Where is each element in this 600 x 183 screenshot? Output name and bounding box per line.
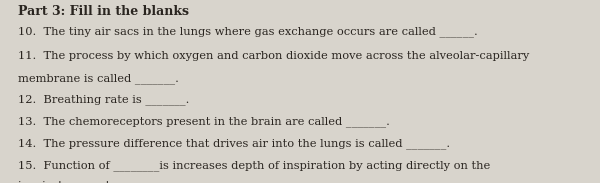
- Text: 13.  The chemoreceptors present in the brain are called _______.: 13. The chemoreceptors present in the br…: [18, 116, 390, 127]
- Text: Part 3: Fill in the blanks: Part 3: Fill in the blanks: [18, 5, 189, 18]
- Text: 15.  Function of ________is increases depth of inspiration by acting directly on: 15. Function of ________is increases dep…: [18, 160, 490, 171]
- Text: inspiratory center.: inspiratory center.: [18, 181, 125, 183]
- Text: membrane is called _______.: membrane is called _______.: [18, 73, 179, 84]
- Text: 10.  The tiny air sacs in the lungs where gas exchange occurs are called ______.: 10. The tiny air sacs in the lungs where…: [18, 27, 478, 37]
- Text: 14.  The pressure difference that drives air into the lungs is called _______.: 14. The pressure difference that drives …: [18, 138, 450, 149]
- Text: 11.  The process by which oxygen and carbon dioxide move across the alveolar-cap: 11. The process by which oxygen and carb…: [18, 51, 529, 61]
- Text: 12.  Breathing rate is _______.: 12. Breathing rate is _______.: [18, 94, 190, 105]
